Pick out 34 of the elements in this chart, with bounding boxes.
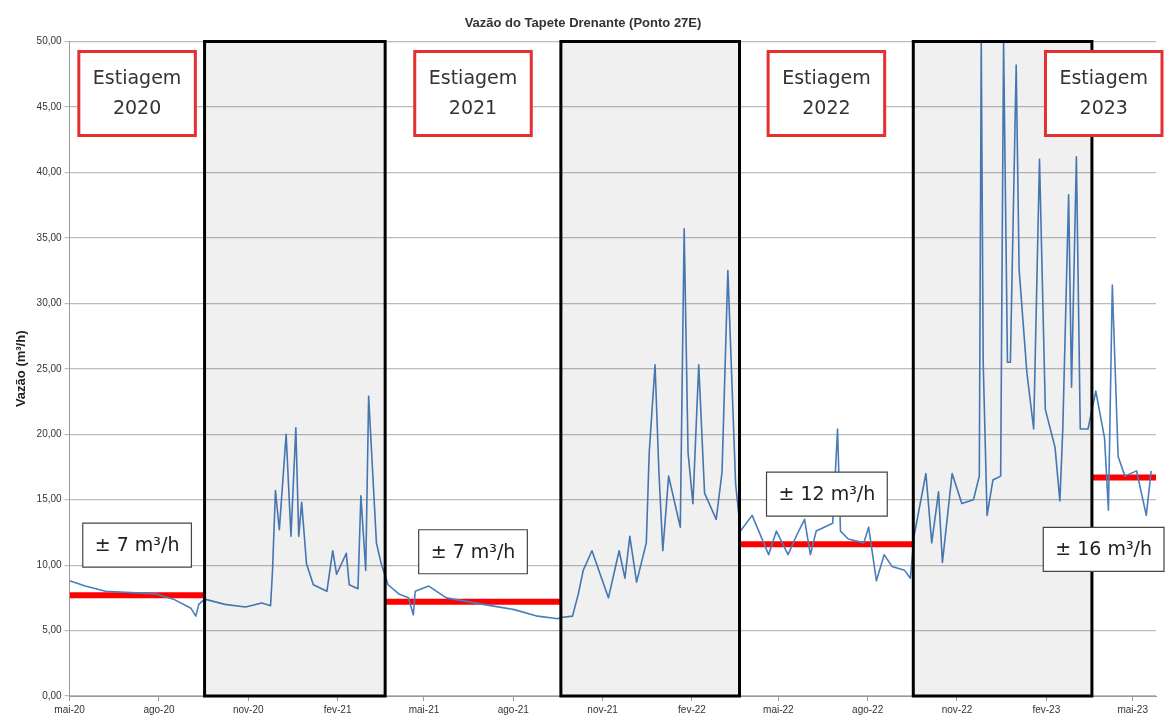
y-tick-label: 10,00: [36, 558, 63, 570]
annotation: ± 12 m³/h: [778, 482, 876, 505]
x-tick-label: fev-22: [678, 703, 707, 715]
x-tick-label: ago-22: [852, 703, 884, 715]
x-tick-label: ago-20: [143, 703, 175, 715]
y-tick-label: 30,00: [36, 297, 63, 309]
x-tick-label: nov-21: [587, 703, 619, 715]
y-tick-label: 5,00: [42, 624, 63, 636]
annotation: Estiagem 2022: [782, 65, 871, 118]
y-tick-label: 25,00: [36, 362, 63, 374]
y-axis-title: Vazão (m³/h): [13, 330, 29, 408]
x-tick-label: mai-21: [408, 703, 440, 715]
x-tick-label: mai-20: [54, 703, 86, 715]
annotation: ± 16 m³/h: [1055, 537, 1152, 560]
y-tick-label: 35,00: [36, 231, 63, 243]
x-tick-label: mai-23: [1117, 703, 1149, 715]
y-tick-label: 20,00: [36, 427, 63, 439]
y-tick-label: 40,00: [36, 166, 63, 178]
x-tick-label: nov-20: [232, 703, 264, 715]
x-tick-label: fev-21: [323, 703, 352, 715]
y-tick-label: 50,00: [36, 35, 63, 47]
x-tick-label: ago-21: [497, 703, 530, 715]
x-tick-label: mai-22: [763, 703, 795, 715]
annotation: Estiagem 2021: [428, 65, 518, 118]
x-tick-label: nov-22: [941, 703, 973, 715]
chart-title: Vazão do Tapete Drenante (Ponto 27E): [464, 15, 702, 31]
annotation: Estiagem 2020: [92, 65, 182, 118]
y-tick-label: 15,00: [36, 493, 63, 505]
y-tick-label: 0,00: [42, 689, 63, 701]
x-tick-label: fev-23: [1032, 703, 1061, 715]
annotation: Estiagem 2023: [1059, 65, 1149, 118]
annotation: ± 7 m³/h: [94, 533, 180, 556]
y-tick-label: 45,00: [36, 100, 63, 112]
annotation: ± 7 m³/h: [430, 539, 516, 562]
